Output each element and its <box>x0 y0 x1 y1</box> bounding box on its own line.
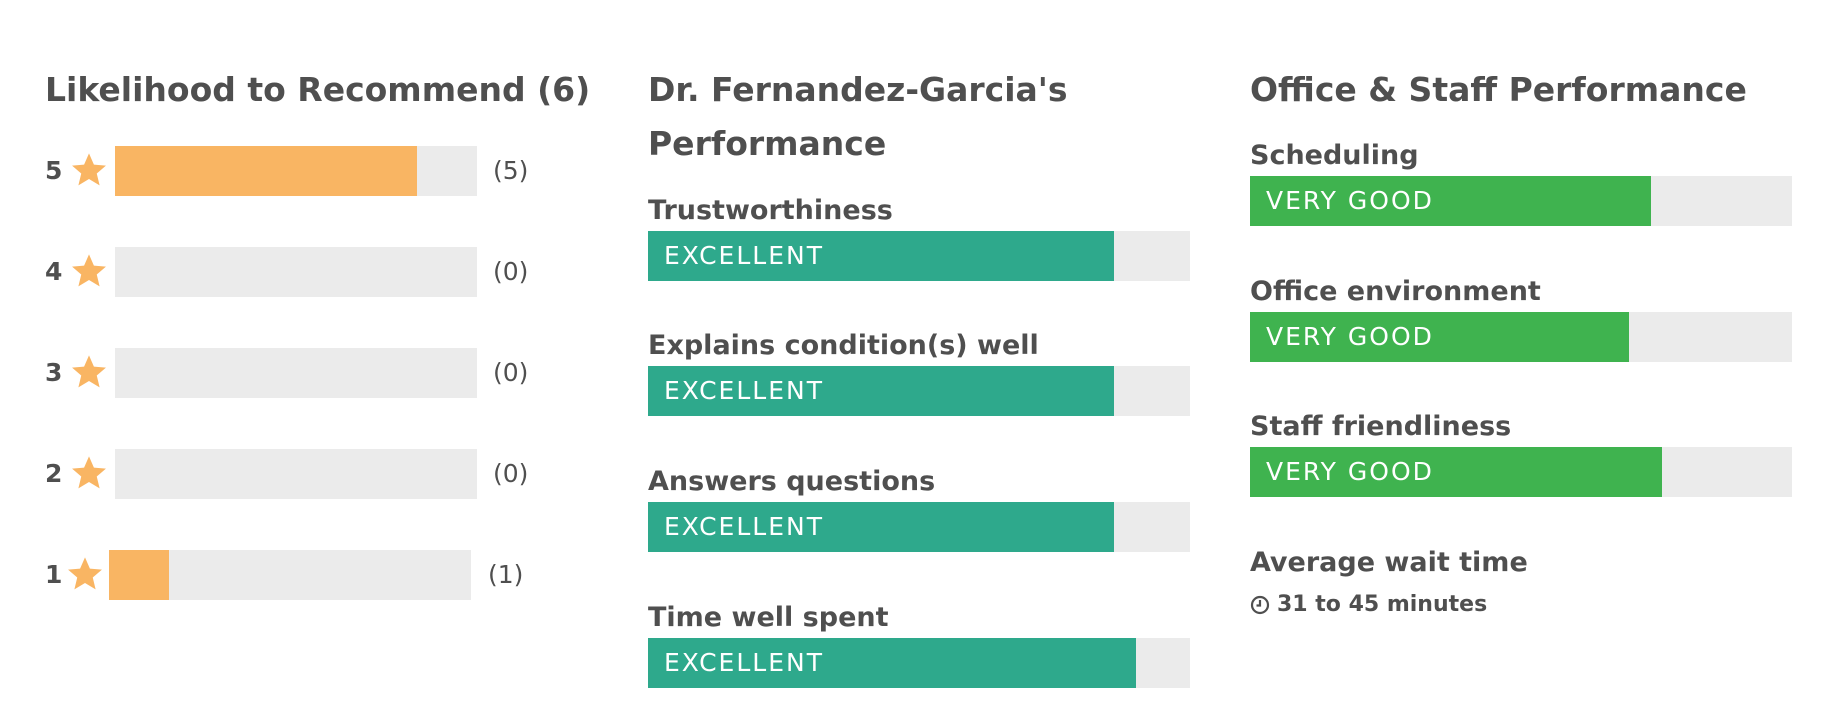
metric-bar-fill <box>648 231 1115 281</box>
star-icon <box>70 252 108 290</box>
rating-number: 5 <box>45 156 63 185</box>
rating-number: 2 <box>45 459 63 488</box>
rating-row-2[interactable]: 2 (0) <box>45 449 605 499</box>
metric-bar-track: EXCELLENT <box>648 502 1190 552</box>
metric-bar-fill <box>1250 447 1662 497</box>
metric-rating: VERY GOOD <box>1266 457 1434 486</box>
metric-label: Staff friendliness <box>1250 411 1512 442</box>
metric-label: Explains condition(s) well <box>648 330 1039 361</box>
rating-bar-track <box>109 550 471 600</box>
metric-bar-track: EXCELLENT <box>648 638 1190 688</box>
metric-label: Time well spent <box>648 602 889 633</box>
metric-label: Trustworthiness <box>648 195 893 226</box>
metric-bar-track: VERY GOOD <box>1250 312 1792 362</box>
metric-rating: VERY GOOD <box>1266 322 1434 351</box>
rating-number: 4 <box>45 257 63 286</box>
rating-bar-fill <box>109 550 170 600</box>
metric-bar-track: VERY GOOD <box>1250 447 1792 497</box>
metric-answers-questions: Answers questions EXCELLENT <box>648 462 1198 552</box>
star-icon <box>66 555 104 593</box>
rating-count: (0) <box>493 257 529 286</box>
wait-time-value: 31 to 45 minutes <box>1277 592 1488 617</box>
metric-bar-fill <box>648 366 1115 416</box>
wait-time-value-row: 31 to 45 minutes <box>1250 590 1487 620</box>
office-performance-title: Office & Staff Performance <box>1250 70 1747 109</box>
rating-row-3[interactable]: 3 (0) <box>45 348 605 398</box>
rating-row-4[interactable]: 4 (0) <box>45 247 605 297</box>
metric-explains-condition: Explains condition(s) well EXCELLENT <box>648 326 1198 416</box>
metric-rating: EXCELLENT <box>664 241 824 270</box>
rating-row-1[interactable]: 1 (1) <box>45 550 605 600</box>
metric-bar-track: VERY GOOD <box>1250 176 1792 226</box>
wait-time-label: Average wait time <box>1250 547 1528 578</box>
metric-rating: EXCELLENT <box>664 648 824 677</box>
metric-label: Scheduling <box>1250 140 1419 171</box>
rating-bar-track <box>115 348 477 398</box>
metric-label: Office environment <box>1250 276 1541 307</box>
metric-bar-track: EXCELLENT <box>648 366 1190 416</box>
star-icon <box>70 353 108 391</box>
metric-trustworthiness: Trustworthiness EXCELLENT <box>648 191 1198 281</box>
doctor-performance-title: Dr. Fernandez-Garcia's Performance <box>648 63 1068 171</box>
metric-rating: EXCELLENT <box>664 512 824 541</box>
rating-bar-track <box>115 449 477 499</box>
metric-bar-fill <box>1250 312 1630 362</box>
metric-rating: VERY GOOD <box>1266 186 1434 215</box>
rating-bar-track <box>115 247 477 297</box>
rating-number: 1 <box>45 560 63 589</box>
clock-icon <box>1250 595 1270 615</box>
rating-count: (5) <box>493 156 529 185</box>
rating-count: (0) <box>493 358 529 387</box>
rating-number: 3 <box>45 358 63 387</box>
metric-staff-friendliness: Staff friendliness VERY GOOD <box>1250 407 1800 497</box>
metric-label: Answers questions <box>648 466 936 497</box>
metric-rating: EXCELLENT <box>664 376 824 405</box>
star-icon <box>70 454 108 492</box>
rating-count: (1) <box>488 560 524 589</box>
rating-bar-track <box>115 146 477 196</box>
metric-bar-fill <box>648 502 1115 552</box>
rating-row-5[interactable]: 5 (5) <box>45 146 605 196</box>
star-icon <box>70 151 108 189</box>
metric-bar-fill <box>1250 176 1652 226</box>
rating-bar-fill <box>115 146 417 196</box>
metric-bar-fill <box>648 638 1136 688</box>
doctor-title-line2: Performance <box>648 124 887 163</box>
metric-bar-track: EXCELLENT <box>648 231 1190 281</box>
metric-scheduling: Scheduling VERY GOOD <box>1250 136 1800 226</box>
rating-count: (0) <box>493 459 529 488</box>
recommend-title: Likelihood to Recommend (6) <box>45 70 591 109</box>
doctor-title-line1: Dr. Fernandez-Garcia's <box>648 70 1068 109</box>
metric-office-environment: Office environment VERY GOOD <box>1250 272 1800 362</box>
metric-time-well-spent: Time well spent EXCELLENT <box>648 598 1198 688</box>
